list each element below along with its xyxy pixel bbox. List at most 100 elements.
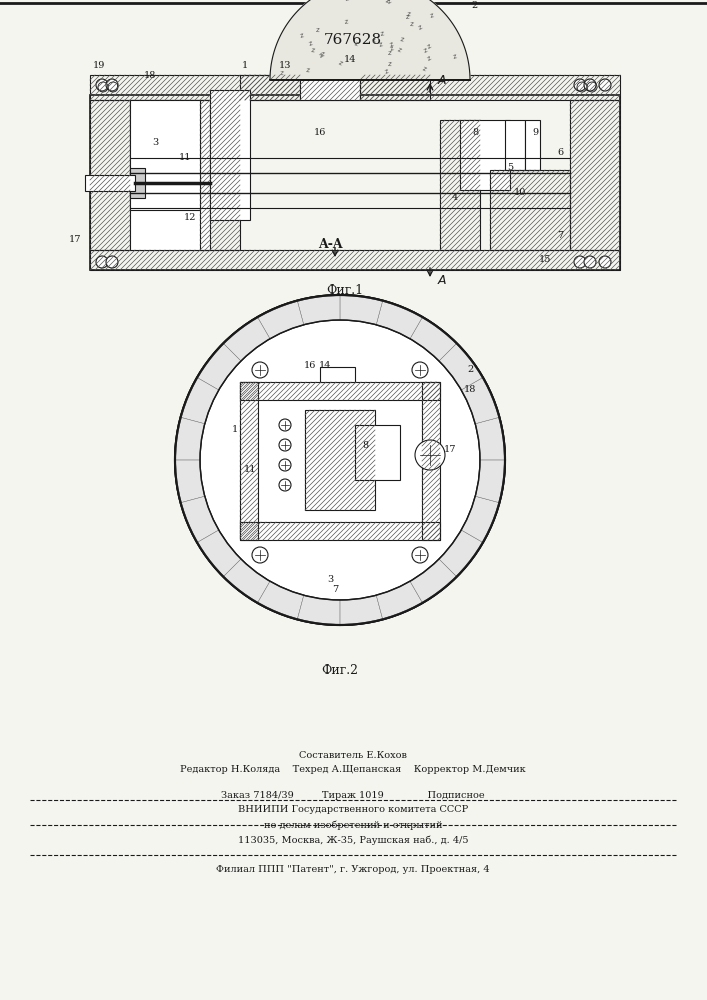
Text: z: z [279,70,284,76]
Text: z: z [315,27,320,33]
Bar [300,75,360,100]
Text: A: A [438,74,447,87]
Text: 3: 3 [152,138,158,147]
Wedge shape [298,595,340,625]
Wedge shape [180,377,218,424]
Bar [130,100,200,210]
Text: z: z [426,43,432,50]
Wedge shape [257,581,304,619]
Text: z: z [306,67,310,74]
Bar [525,120,540,170]
Text: 8: 8 [362,440,368,450]
Text: 12: 12 [184,213,197,222]
Text: z: z [385,0,390,5]
Text: z: z [407,11,411,17]
Circle shape [96,256,108,268]
Bar [440,120,480,250]
Circle shape [279,459,291,471]
Wedge shape [439,530,483,577]
Text: z: z [299,32,305,39]
Text: z: z [308,40,314,47]
Wedge shape [410,317,457,361]
Text: 11: 11 [244,466,256,475]
Text: Составитель Е.Кохов: Составитель Е.Кохов [299,750,407,760]
Text: 2: 2 [467,365,473,374]
Wedge shape [461,377,499,424]
Text: 18: 18 [464,385,477,394]
Text: 16: 16 [304,360,316,369]
Text: Редактор Н.Коляда    Техред А.Щепанская    Корректор М.Демчик: Редактор Н.Коляда Техред А.Щепанская Кор… [180,766,526,774]
Text: 7: 7 [332,585,338,594]
Circle shape [252,547,268,563]
Circle shape [412,362,428,378]
Text: 14: 14 [344,55,356,64]
Text: z: z [429,12,435,19]
Text: z: z [409,21,414,27]
Text: z: z [421,66,427,73]
Bar [355,425,400,480]
Bar [240,382,440,400]
Polygon shape [270,0,470,80]
Bar [90,100,130,250]
Text: 14: 14 [319,360,332,369]
Bar [130,100,210,250]
Circle shape [412,547,428,563]
Bar [460,120,510,190]
Text: z: z [354,40,359,47]
Text: 10: 10 [514,188,526,197]
Text: z: z [417,24,423,31]
Wedge shape [197,530,241,577]
Circle shape [96,79,108,91]
Circle shape [279,419,291,431]
Bar [422,382,440,540]
Text: 9: 9 [532,128,538,137]
Bar [360,75,430,100]
Wedge shape [439,343,483,390]
Text: Фиг.2: Фиг.2 [322,664,358,676]
Circle shape [106,256,118,268]
Text: 17: 17 [69,235,81,244]
Wedge shape [376,301,423,339]
Wedge shape [461,496,499,542]
Text: 13: 13 [279,60,291,70]
Text: z: z [378,41,384,48]
Text: 3: 3 [327,576,333,584]
Text: 15: 15 [539,255,551,264]
Circle shape [175,295,505,625]
Text: 113035, Москва, Ж-35, Раушская наб., д. 4/5: 113035, Москва, Ж-35, Раушская наб., д. … [238,835,468,845]
Text: z: z [400,36,405,42]
Text: z: z [311,47,315,54]
Text: z: z [452,53,458,60]
Text: z: z [423,47,428,54]
Circle shape [574,79,586,91]
Circle shape [415,440,445,470]
Text: z: z [427,55,433,62]
Text: 4: 4 [452,193,458,202]
Text: z: z [405,14,409,20]
Bar [240,75,300,100]
Circle shape [599,256,611,268]
Text: 2: 2 [472,0,478,9]
Bar [240,382,258,540]
Text: по делам изобретений и открытий: по делам изобретений и открытий [264,820,443,830]
Wedge shape [180,496,218,542]
Text: 6: 6 [557,148,563,157]
Bar [85,174,135,190]
Text: z: z [344,18,349,25]
Wedge shape [257,301,304,339]
Text: 19: 19 [93,60,105,70]
Circle shape [574,256,586,268]
Text: z: z [386,0,392,4]
Wedge shape [376,581,423,619]
Text: 11: 11 [179,153,192,162]
Circle shape [106,79,118,91]
Wedge shape [340,595,382,625]
Bar [90,75,620,100]
Text: z: z [319,52,325,59]
Wedge shape [197,343,241,390]
Text: 8: 8 [472,128,478,137]
Wedge shape [175,460,205,503]
Text: ВНИИПИ Государственного комитета СССР: ВНИИПИ Государственного комитета СССР [238,806,468,814]
Text: z: z [380,30,385,37]
Circle shape [599,79,611,91]
